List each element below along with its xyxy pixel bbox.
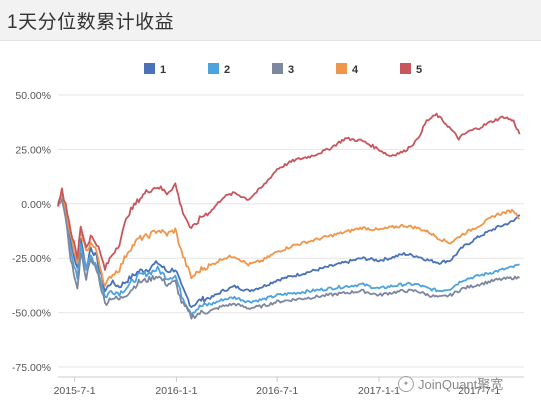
legend: 1 2 3 4 5 — [144, 63, 422, 76]
title-bar: 1天分位数累计收益 — [0, 0, 541, 41]
y-tick-label: 25.00% — [15, 144, 51, 156]
legend-swatch-1 — [144, 63, 155, 74]
series-line-4 — [57, 193, 521, 287]
series-line-2 — [57, 194, 520, 316]
legend-swatch-3 — [272, 63, 283, 74]
x-tick-label: 2017-1-1 — [358, 385, 400, 397]
y-tick-label: -50.00% — [12, 308, 51, 320]
x-axis: 2015-7-1 2016-1-1 2016-7-1 2017-1-1 2017-7-1 — [54, 376, 524, 397]
legend-label-2: 2 — [224, 64, 230, 76]
y-tick-label: -75.00% — [12, 362, 51, 374]
legend-label-4: 4 — [352, 64, 359, 76]
series-line-1 — [57, 194, 521, 308]
watermark: ✦ JoinQuant聚宽 — [398, 374, 503, 393]
wechat-icon: ✦ — [398, 375, 414, 392]
grid-lines — [58, 94, 524, 368]
x-tick-label: 2015-7-1 — [54, 385, 96, 397]
chart-title: 1天分位数累计收益 — [7, 12, 175, 33]
x-tick-label: 2016-7-1 — [256, 385, 298, 397]
x-tick-label: 2016-1-1 — [155, 385, 197, 397]
y-tick-label: 0.00% — [21, 199, 51, 211]
x-tick-label: 2017-7-1 — [458, 385, 500, 397]
y-tick-label: 50.00% — [15, 90, 51, 102]
series-line-3 — [57, 198, 521, 320]
legend-label-1: 1 — [160, 64, 166, 76]
y-tick-label: -25.00% — [12, 253, 51, 265]
watermark-text: JoinQuant聚宽 — [418, 377, 504, 392]
legend-swatch-5 — [400, 63, 411, 74]
legend-swatch-2 — [208, 63, 219, 74]
legend-label-3: 3 — [288, 64, 294, 76]
legend-swatch-4 — [336, 63, 347, 74]
series-line-5 — [57, 112, 521, 271]
y-axis: -75.00% -50.00% -25.00% 0.00% 25.00% 50.00% — [12, 90, 51, 374]
legend-label-5: 5 — [416, 64, 422, 76]
series-lines — [57, 112, 521, 320]
